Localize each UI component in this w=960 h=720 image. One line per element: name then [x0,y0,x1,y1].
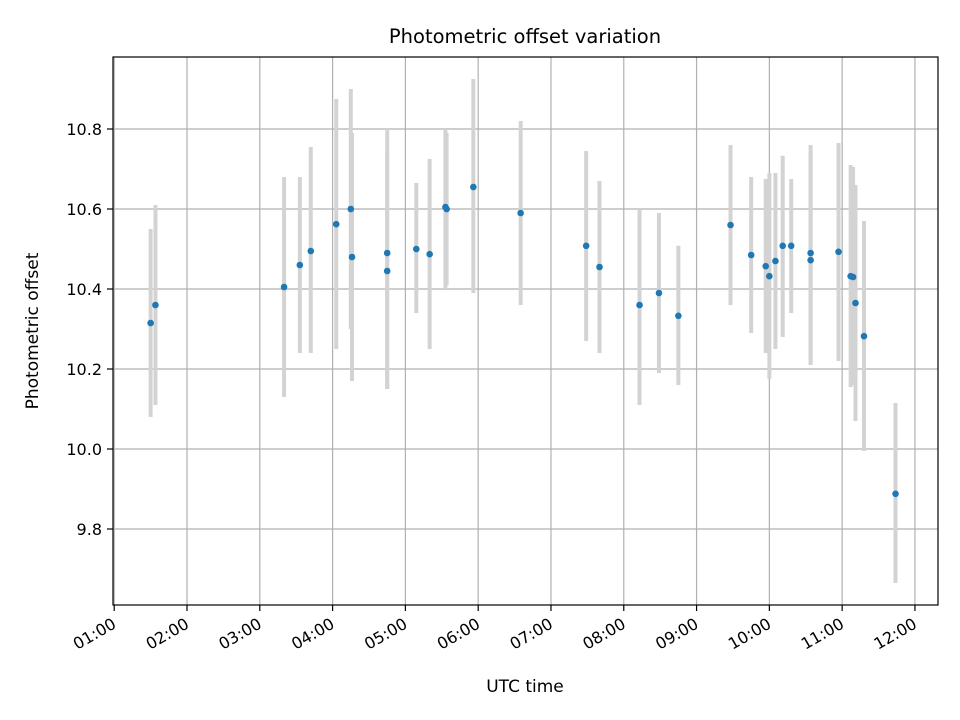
data-point [443,205,450,213]
data-point [307,247,315,255]
data-point [727,221,734,229]
data-point [582,242,590,250]
data-point [470,183,477,191]
data-point [636,301,643,309]
data-point [296,261,304,269]
data-point [426,250,433,258]
data-point [655,289,663,297]
data-point [152,301,159,309]
y-tick-label: 10.4 [66,280,102,299]
data-point [852,299,859,307]
data-point [772,257,779,265]
data-point [413,245,420,253]
data-point [787,242,795,250]
data-point [147,319,154,327]
data-point [849,273,857,281]
y-tick-label: 10.6 [66,200,102,219]
data-point [348,253,356,261]
y-axis: 9.8 10.0 10.2 10.4 10.6 10.8 [66,120,113,539]
data-point [383,249,391,257]
data-point [596,263,603,271]
data-point [807,249,814,257]
data-point [779,242,787,250]
data-point [332,220,340,228]
data-point [860,332,868,340]
y-tick-label: 9.8 [77,520,102,539]
plot-area-frame [112,56,939,606]
data-point [280,283,288,291]
y-tick-label: 10.8 [66,120,102,139]
y-tick-label: 10.0 [66,440,102,459]
grid [113,57,938,605]
chart-title: Photometric offset variation [389,25,661,48]
data-point [383,267,391,275]
data-point [892,490,899,498]
data-point [762,262,770,270]
data-point [347,205,355,213]
data-point [766,272,773,280]
data-points [147,183,899,498]
y-axis-label: Photometric offset [23,252,43,409]
data-point [835,248,842,256]
data-point [675,312,682,320]
x-axis-label: UTC time [486,677,564,697]
data-point [807,256,814,264]
y-tick-label: 10.2 [66,360,102,379]
data-point [517,209,524,217]
data-point [747,251,755,259]
